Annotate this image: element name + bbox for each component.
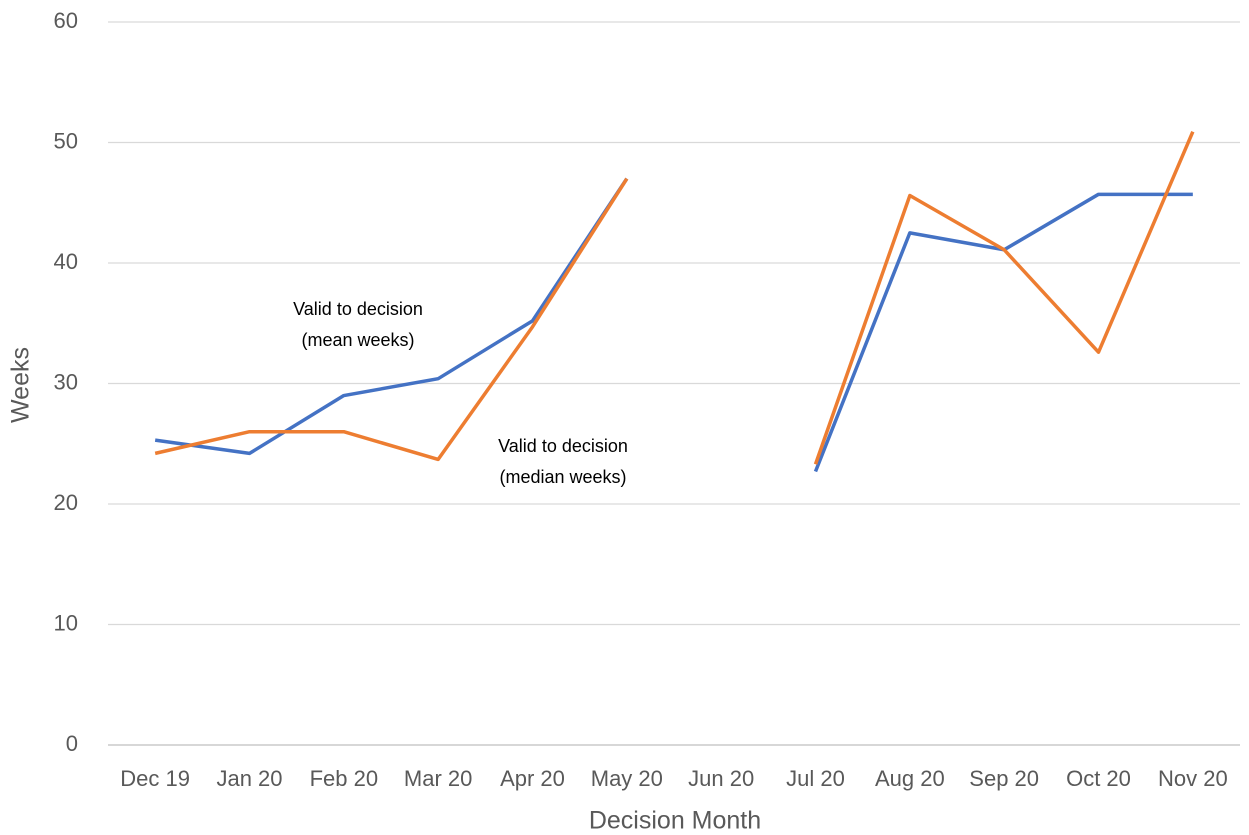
x-tick-label: May 20 — [591, 766, 663, 791]
y-tick-label: 0 — [66, 731, 78, 756]
x-tick-label: Dec 19 — [120, 766, 190, 791]
annotation: Valid to decision — [498, 436, 628, 456]
series-line — [154, 177, 1193, 473]
x-axis-title: Decision Month — [589, 807, 761, 835]
x-tick-label: Jul 20 — [786, 766, 845, 791]
x-tick-label: Feb 20 — [310, 766, 379, 791]
annotation: Valid to decision — [293, 299, 423, 319]
series-line — [154, 130, 1195, 465]
x-tick-label: Nov 20 — [1158, 766, 1228, 791]
y-tick-label: 40 — [54, 249, 78, 274]
x-tick-label: Mar 20 — [404, 766, 472, 791]
x-tick-label: Aug 20 — [875, 766, 945, 791]
y-tick-label: 50 — [54, 128, 78, 153]
y-tick-label: 20 — [54, 490, 78, 515]
y-tick-label: 30 — [54, 369, 78, 394]
x-tick-label: Jun 20 — [688, 766, 754, 791]
x-tick-label: Apr 20 — [500, 766, 565, 791]
x-tick-label: Sep 20 — [969, 766, 1039, 791]
x-tick-label: Jan 20 — [216, 766, 282, 791]
annotation: (median weeks) — [499, 467, 626, 487]
y-tick-label: 10 — [54, 610, 78, 635]
y-tick-label: 60 — [54, 8, 78, 33]
x-tick-label: Oct 20 — [1066, 766, 1131, 791]
annotation: (mean weeks) — [301, 330, 414, 350]
y-axis-title: Weeks — [7, 347, 35, 423]
